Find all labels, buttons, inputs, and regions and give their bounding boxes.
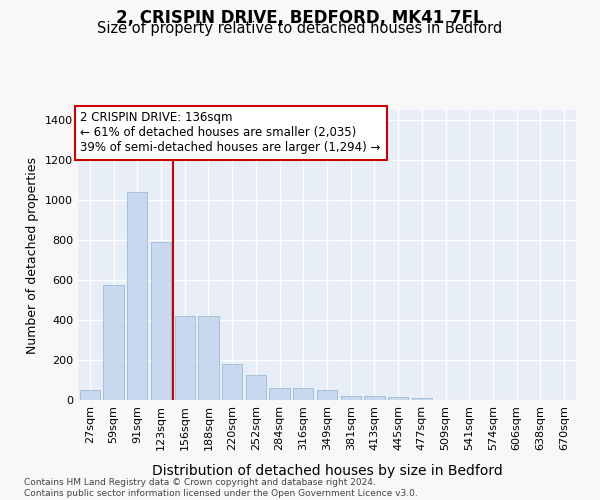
Bar	[222, 364, 242, 400]
Bar	[246, 375, 266, 400]
Bar	[293, 388, 313, 400]
Bar	[199, 316, 218, 400]
Text: Contains HM Land Registry data © Crown copyright and database right 2024.
Contai: Contains HM Land Registry data © Crown c…	[24, 478, 418, 498]
Bar	[364, 396, 385, 400]
Y-axis label: Number of detached properties: Number of detached properties	[26, 156, 40, 354]
Bar	[103, 285, 124, 400]
Text: Size of property relative to detached houses in Bedford: Size of property relative to detached ho…	[97, 21, 503, 36]
Bar	[80, 390, 100, 400]
Bar	[412, 398, 432, 400]
Text: 2 CRISPIN DRIVE: 136sqm
← 61% of detached houses are smaller (2,035)
39% of semi: 2 CRISPIN DRIVE: 136sqm ← 61% of detache…	[80, 112, 381, 154]
X-axis label: Distribution of detached houses by size in Bedford: Distribution of detached houses by size …	[152, 464, 502, 478]
Bar	[317, 390, 337, 400]
Bar	[388, 397, 408, 400]
Bar	[151, 242, 171, 400]
Text: 2, CRISPIN DRIVE, BEDFORD, MK41 7FL: 2, CRISPIN DRIVE, BEDFORD, MK41 7FL	[116, 9, 484, 27]
Bar	[127, 192, 148, 400]
Bar	[175, 316, 195, 400]
Bar	[269, 388, 290, 400]
Bar	[341, 396, 361, 400]
